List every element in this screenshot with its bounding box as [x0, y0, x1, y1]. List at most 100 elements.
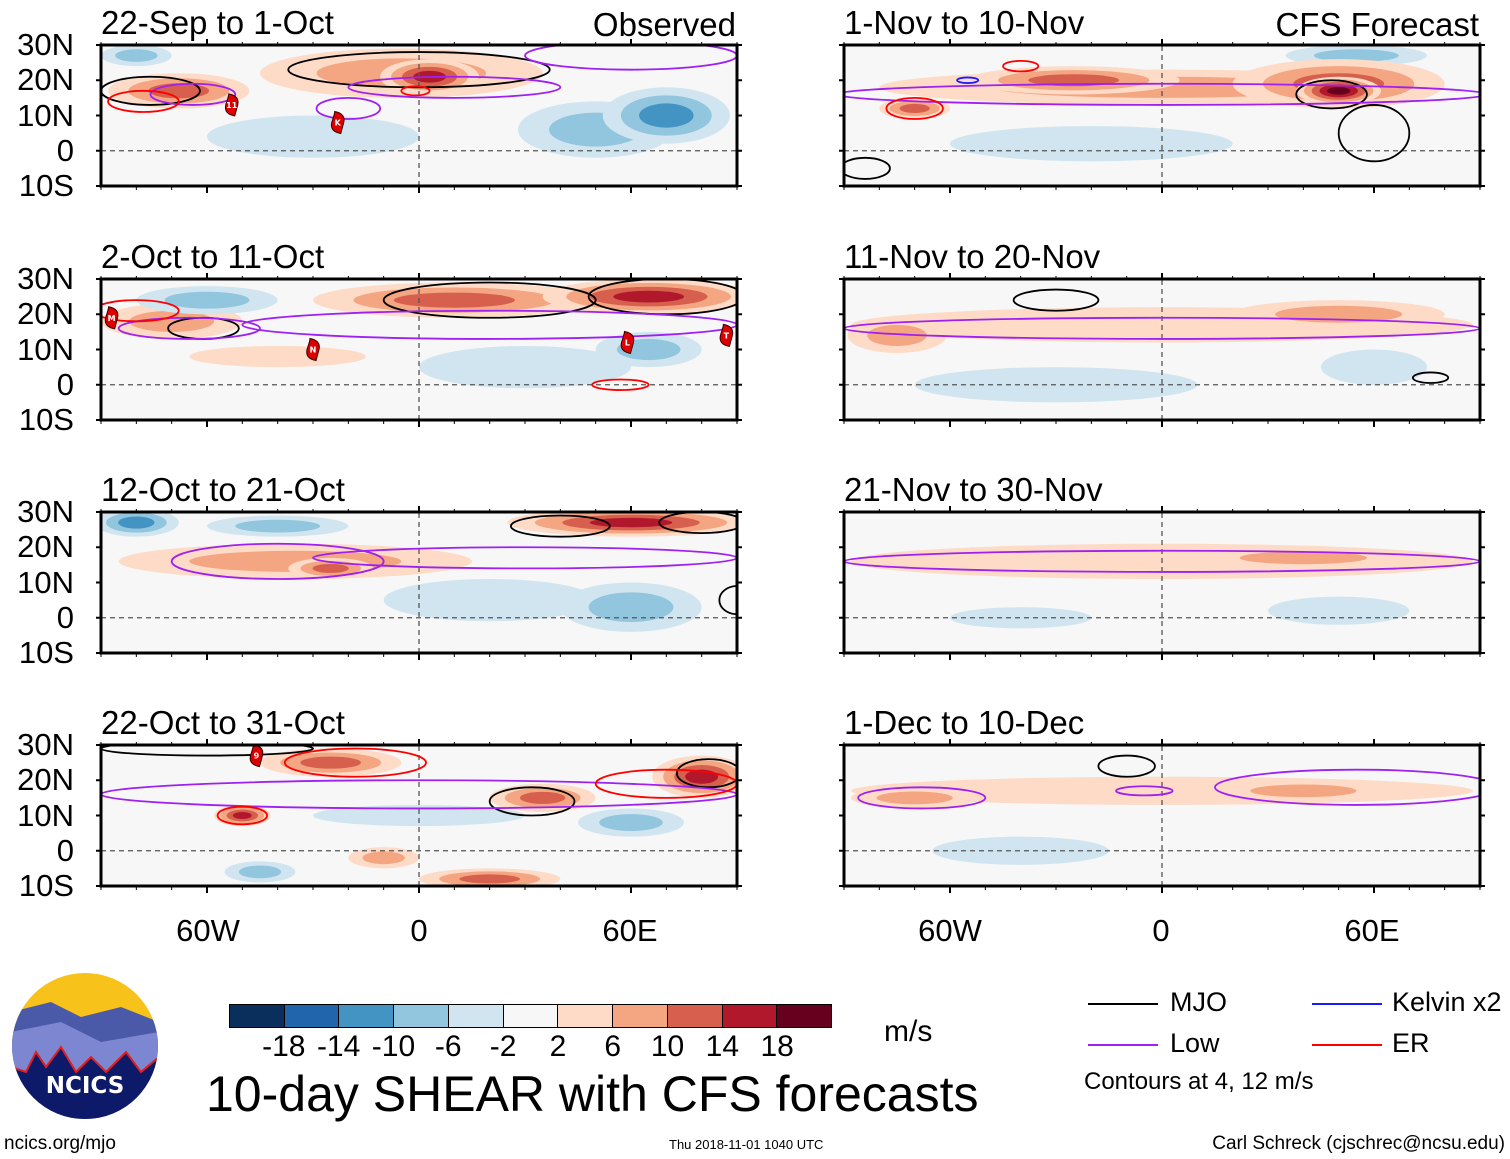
shear-anomaly-shading — [164, 291, 250, 309]
shear-anomaly-shading — [1321, 349, 1427, 385]
storm-label: N — [310, 346, 317, 355]
colorbar-tick-label: 18 — [760, 1030, 794, 1063]
shear-anomaly-shading — [1313, 49, 1399, 62]
shear-anomaly-shading — [950, 126, 1233, 162]
lat-label: 0 — [56, 599, 74, 635]
lon-label: 0 — [1152, 913, 1170, 948]
map-svg: 11 K — [96, 39, 742, 193]
map-panel: 9 — [96, 739, 742, 893]
shear-anomaly-shading — [1250, 784, 1357, 798]
shear-anomaly-shading — [313, 804, 525, 827]
shear-anomaly-shading — [876, 791, 953, 805]
contour-low — [857, 786, 987, 810]
contour-mjo — [101, 75, 201, 106]
shear-anomaly-shading — [1268, 596, 1410, 625]
contour-mjo — [1411, 371, 1450, 384]
colorbar-tick-label: 2 — [549, 1030, 567, 1063]
lon-label: 60W — [176, 913, 240, 948]
contour-mjo — [382, 281, 597, 319]
shear-anomaly-shading — [238, 865, 282, 879]
lon-label: 0 — [410, 913, 428, 948]
legend-label-low: Low — [1170, 1028, 1220, 1058]
contour-mjo — [488, 786, 576, 817]
contour-low — [149, 82, 237, 106]
legend-label-mjo: MJO — [1170, 987, 1227, 1017]
storm-label: 11 — [226, 101, 238, 110]
author-credit: Carl Schreck (cjschrec@ncsu.edu) — [1212, 1133, 1505, 1154]
colorbar-tick-label: -6 — [434, 1030, 462, 1063]
contour-low — [170, 542, 385, 580]
colorbar-tick-label: -18 — [262, 1030, 306, 1063]
shear-anomaly-shading — [419, 345, 631, 389]
panel-title: 12-Oct to 21-Oct — [101, 471, 345, 508]
shear-anomaly-shading — [639, 103, 694, 128]
legend-line-er — [1312, 1044, 1382, 1046]
contour-note: Contours at 4, 12 m/s — [1084, 1068, 1314, 1095]
map-svg — [839, 506, 1485, 660]
lat-label: 20N — [17, 529, 74, 565]
contour-low — [347, 75, 562, 99]
contour-er — [283, 747, 427, 778]
colorbar-swatch — [613, 1005, 668, 1027]
lat-label: 10S — [18, 168, 74, 203]
contour-kelvin — [956, 76, 980, 84]
map-panel: M N L T — [96, 273, 742, 427]
colorbar-tick-label: 14 — [705, 1030, 740, 1063]
lat-label: 10N — [17, 97, 74, 133]
shear-anomaly-shading — [235, 519, 321, 533]
lat-label: 10N — [17, 797, 74, 833]
shear-anomaly-shading — [232, 811, 252, 820]
legend-line-kelvin — [1312, 1003, 1382, 1005]
lat-label: 10S — [18, 868, 74, 903]
lat-label: 30N — [17, 727, 74, 762]
storm-label: 9 — [254, 752, 260, 761]
contour-low — [315, 96, 382, 120]
tropical-storm-icon: T — [719, 323, 734, 347]
map-panel — [839, 39, 1485, 193]
shear-anomaly-shading — [189, 345, 366, 368]
lat-label: 20N — [17, 762, 74, 798]
contour-low — [1115, 785, 1174, 797]
contour-mjo — [844, 156, 891, 180]
contour-low — [844, 549, 1480, 573]
shear-anomaly-shading — [393, 292, 515, 308]
lon-label: 60W — [918, 913, 982, 948]
colorbar-swatch — [667, 1005, 723, 1027]
colorbar-swatch — [448, 1005, 504, 1027]
map-svg — [839, 739, 1485, 893]
map-svg — [839, 39, 1485, 193]
shear-anomaly-shading — [300, 756, 361, 769]
contour-low — [1214, 768, 1480, 806]
contour-mjo — [1012, 288, 1100, 312]
contour-low — [117, 316, 261, 340]
colorbar-swatch — [230, 1005, 285, 1027]
lat-label: 20N — [17, 62, 74, 98]
tropical-storm-icon: 11 — [224, 93, 239, 117]
lat-label: 0 — [56, 366, 74, 402]
contour-er — [101, 299, 180, 323]
contour-low — [312, 546, 737, 570]
contour-mjo — [658, 512, 737, 535]
panel-title: 22-Oct to 31-Oct — [101, 704, 345, 741]
colorbar-swatch — [394, 1005, 449, 1027]
shear-anomaly-shading — [1239, 551, 1367, 565]
website-link[interactable]: ncics.org/mjo — [4, 1133, 116, 1154]
lat-label: 30N — [17, 494, 74, 529]
contour-low — [844, 82, 1480, 106]
figure-title: 10-day SHEAR with CFS forecasts — [206, 1066, 979, 1122]
colorbar-swatch — [777, 1005, 832, 1027]
contour-er — [400, 85, 431, 97]
logo-text: NCICS — [46, 1073, 125, 1099]
lat-label: 10N — [17, 564, 74, 600]
ncics-logo: NCICS — [12, 973, 158, 1119]
shear-anomaly-shading — [115, 49, 158, 62]
contour-mjo — [1097, 754, 1156, 778]
storm-label: K — [335, 119, 342, 128]
map-panel — [839, 273, 1485, 427]
panel-title: 21-Nov to 30-Nov — [844, 471, 1103, 508]
contour-mjo — [101, 745, 314, 757]
lat-label: 30N — [17, 27, 74, 62]
contour-er — [107, 89, 180, 113]
shear-anomaly-shading — [118, 516, 155, 529]
map-svg — [96, 506, 742, 660]
